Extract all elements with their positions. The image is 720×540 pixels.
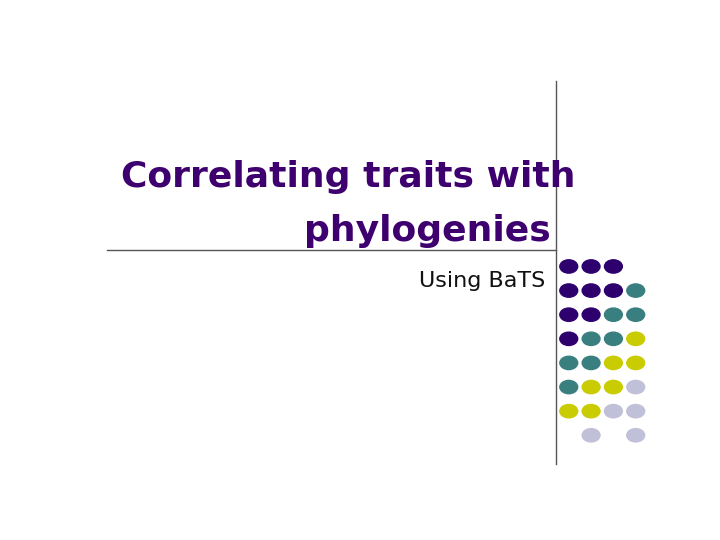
Circle shape (582, 284, 600, 297)
Circle shape (560, 308, 577, 321)
Circle shape (627, 356, 644, 369)
Circle shape (627, 284, 644, 297)
Circle shape (605, 356, 622, 369)
Circle shape (582, 404, 600, 418)
Text: Correlating traits with: Correlating traits with (121, 160, 575, 194)
Circle shape (582, 380, 600, 394)
Circle shape (582, 308, 600, 321)
Circle shape (560, 356, 577, 369)
Circle shape (627, 404, 644, 418)
Circle shape (582, 260, 600, 273)
Circle shape (627, 380, 644, 394)
Circle shape (582, 429, 600, 442)
Circle shape (560, 260, 577, 273)
Circle shape (605, 308, 622, 321)
Circle shape (627, 332, 644, 346)
Text: phylogenies: phylogenies (304, 214, 550, 248)
Text: Using BaTS: Using BaTS (418, 271, 545, 291)
Circle shape (649, 356, 667, 369)
Circle shape (627, 308, 644, 321)
Circle shape (605, 332, 622, 346)
Circle shape (560, 404, 577, 418)
Circle shape (605, 260, 622, 273)
Circle shape (649, 308, 667, 321)
Circle shape (605, 284, 622, 297)
Circle shape (560, 380, 577, 394)
Circle shape (627, 429, 644, 442)
Circle shape (560, 284, 577, 297)
Circle shape (605, 404, 622, 418)
Circle shape (582, 332, 600, 346)
Circle shape (605, 380, 622, 394)
Circle shape (560, 332, 577, 346)
Circle shape (582, 356, 600, 369)
